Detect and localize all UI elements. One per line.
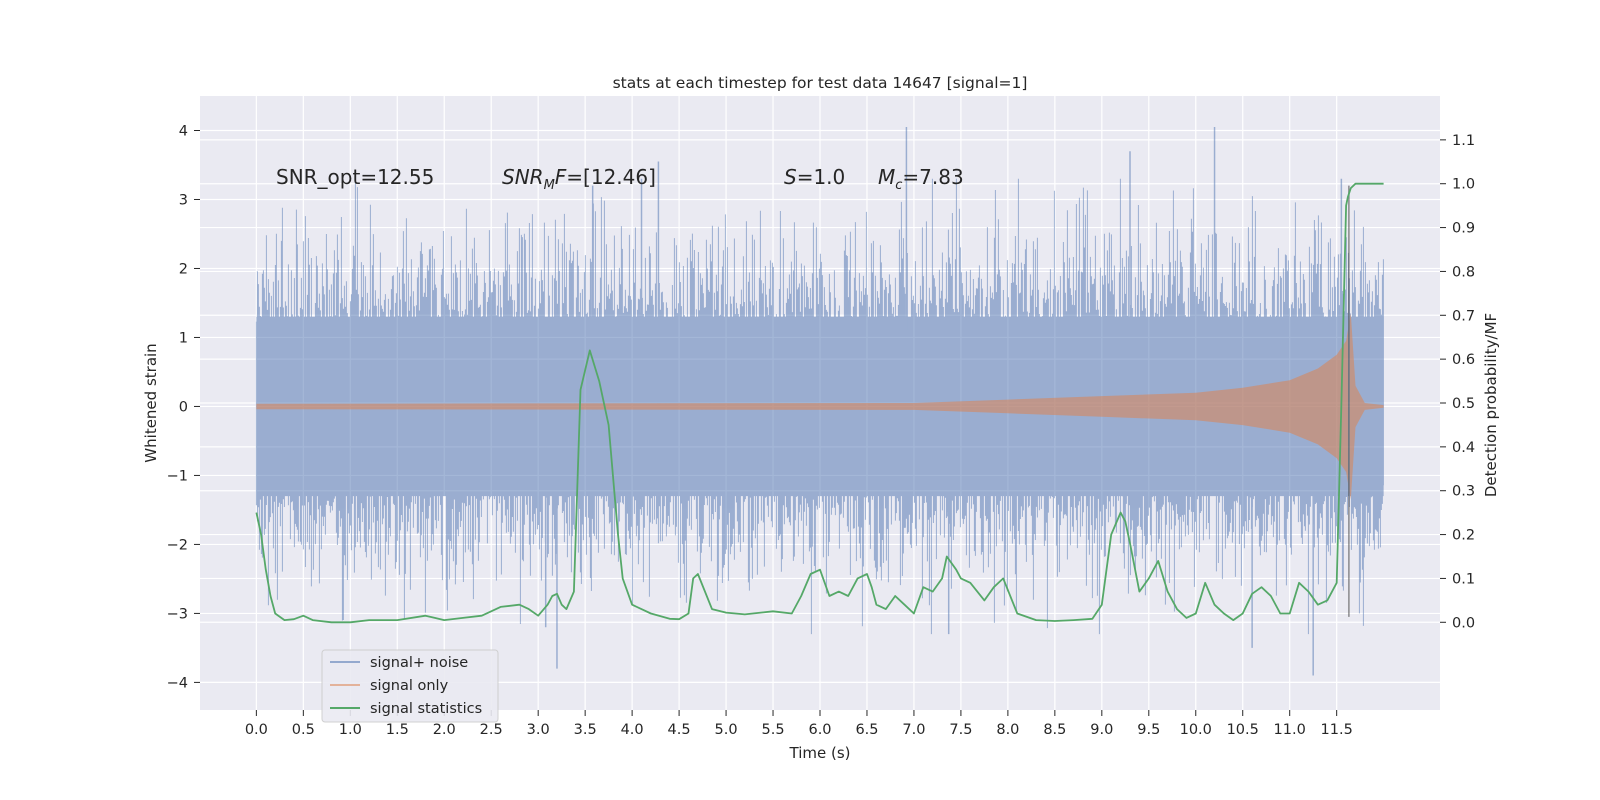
y-left-tick-label: 3 [179,192,188,208]
annotation-mc-value: =7.83 [902,165,963,189]
annotation-s: S=1.0 [784,165,845,189]
x-tick-label: 10.5 [1227,722,1259,738]
annotation-mc-subscript: c [895,178,902,193]
x-tick-label: 11.5 [1321,722,1353,738]
y-left-tick-label: −4 [167,675,188,691]
statistics-line [255,182,1384,624]
x-tick-label: 2.5 [480,722,503,738]
annotation-mc-symbol: M [878,165,895,189]
x-tick-label: 5.5 [761,722,784,738]
y-right-tick-label: 0.6 [1452,352,1475,368]
legend-label-signal-noise: signal+ noise [370,655,468,671]
chart-title: stats at each timestep for test data 146… [613,74,1028,92]
annotation-snr-mf-symbol: SNR [502,165,544,189]
y-right-tick-label: 0.1 [1452,571,1475,587]
x-tick-label: 5.0 [715,722,738,738]
y-right-tick-label: 0.5 [1452,396,1475,412]
y-left-tick-label: 0 [179,399,188,415]
y-axis-label-right: Detection probability/MF [1482,313,1500,497]
legend-box [321,649,499,723]
y-right-tick-label: 0.2 [1452,528,1475,544]
annotation-mc: Mc=7.83 [878,165,964,193]
legend-label-signal-only: signal only [370,678,449,694]
x-tick-label: 0.0 [245,722,268,738]
signal-envelope [256,313,1384,500]
y-left-tick-label: −2 [167,537,188,553]
y-right-tick-label: 0.7 [1452,308,1475,324]
x-tick-label: 8.0 [996,722,1019,738]
y-right-tick-label: 0.9 [1452,221,1475,237]
x-tick-label: 9.5 [1137,722,1160,738]
y-right-tick-label: 0.3 [1452,484,1475,500]
y-left-tick-label: −1 [167,468,188,484]
x-tick-label: 4.5 [668,722,691,738]
x-tick-label: 0.5 [292,722,315,738]
y-right-tick-label: 0.0 [1452,615,1475,631]
annotation-snr-mf: SNRMF=[12.46] [502,165,656,193]
x-tick-label: 1.5 [386,722,409,738]
annotation-s-value: =1.0 [797,165,846,189]
annotation-s-symbol: S [784,165,797,189]
x-tick-label: 8.5 [1043,722,1066,738]
signal-only-series [256,185,1384,617]
y-left-tick-label: 4 [179,123,188,139]
x-tick-label: 6.0 [808,722,831,738]
y-right-tick-label: 0.4 [1452,440,1475,456]
x-tick-label: 10.0 [1180,722,1212,738]
x-tick-label: 2.0 [433,722,456,738]
x-tick-label: 3.5 [574,722,597,738]
x-axis-label: Time (s) [789,744,851,762]
x-tick-label: 4.0 [621,722,644,738]
annotation-snr-mf-value: =[12.46] [566,165,656,189]
y-left-tick-label: 2 [179,261,188,277]
x-tick-label: 11.0 [1274,722,1306,738]
y-right-tick-label: 1.1 [1452,133,1475,149]
y-left-tick-label: 1 [179,330,188,346]
annotation-snr-mf-subscript: M [544,178,555,193]
x-tick-label: 9.0 [1090,722,1113,738]
legend: signal+ noise signal only signal statist… [321,649,499,723]
x-tick-label: 7.5 [949,722,972,738]
legend-label-signal-statistics: signal statistics [370,701,482,717]
y-right-tick-label: 1.0 [1452,177,1475,193]
x-tick-label: 6.5 [855,722,878,738]
signal-statistics-series [255,182,1384,624]
x-tick-label: 1.0 [339,722,362,738]
y-right-tick-label: 0.8 [1452,264,1475,280]
axis-ticks: 0.0 0.5 1.0 1.5 2.0 2.5 3.0 3.5 4.0 4.5 5.0 5.5 6.0 6… [167,123,1475,738]
annotation-snr-opt: SNR_opt=12.55 [276,165,434,189]
y-axis-label-left: Whitened strain [142,343,160,462]
annotation-snr-mf-f: F [555,165,567,189]
x-tick-label: 3.0 [527,722,550,738]
x-tick-label: 7.0 [902,722,925,738]
y-left-tick-label: −3 [167,606,188,622]
